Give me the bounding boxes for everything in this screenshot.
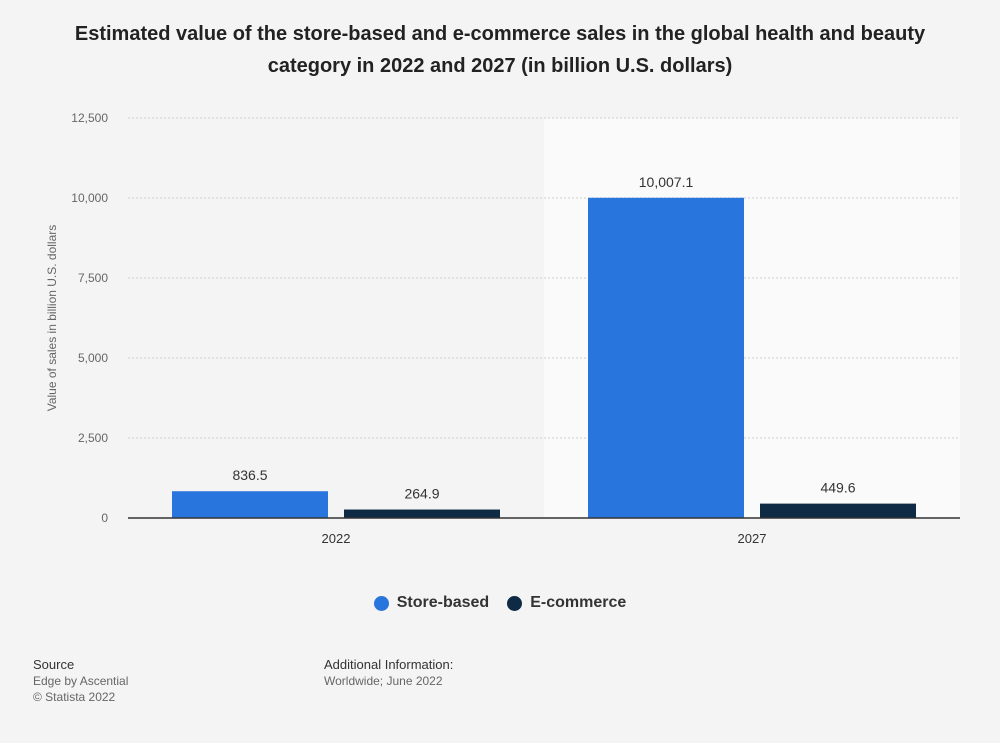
legend-label-e-commerce: E-commerce [530, 594, 627, 611]
bar-e-commerce-2027[interactable] [760, 503, 916, 518]
source-line-2: © Statista 2022 [33, 690, 116, 704]
legend-label-store-based: Store-based [396, 594, 490, 611]
legend-swatch-e-commerce [507, 595, 523, 611]
bar-chart: 0 2,500 5,000 7,500 10,000 12,500 Value of sal… [45, 111, 960, 546]
x-tick-label: 2027 [738, 531, 767, 546]
data-label: 836.5 [232, 467, 267, 483]
legend-item-store-based[interactable]: Store-based [373, 594, 490, 612]
legend-swatch-store-based [373, 595, 389, 611]
additional-info-block: Additional Information: Worldwide; June … [324, 657, 453, 689]
source-line-1[interactable]: Edge by Ascential [33, 674, 129, 688]
x-tick-label: 2022 [322, 531, 351, 546]
chart-title: Estimated value of the store-based and e… [74, 23, 926, 77]
source-heading: Source [33, 657, 75, 672]
bar-e-commerce-2022[interactable] [344, 509, 500, 518]
y-tick-label: 7,500 [78, 271, 108, 285]
legend: Store-based E-commerce [0, 594, 1000, 612]
data-label: 264.9 [404, 486, 439, 502]
y-tick-label: 12,500 [71, 111, 108, 125]
source-block: Source Edge by Ascential © Statista 2022 [33, 657, 128, 705]
data-label: 449.6 [820, 480, 855, 496]
y-tick-label: 2,500 [78, 431, 108, 445]
y-tick-label: 0 [101, 511, 108, 525]
additional-info-heading[interactable]: Additional Information: [324, 657, 454, 672]
additional-info-line-1: Worldwide; June 2022 [324, 674, 443, 688]
y-tick-label: 10,000 [71, 191, 108, 205]
y-axis-title: Value of sales in billion U.S. dollars [45, 225, 59, 412]
legend-item-e-commerce[interactable]: E-commerce [507, 594, 626, 612]
y-tick-label: 5,000 [78, 351, 108, 365]
bar-store-based-2027[interactable] [588, 197, 744, 518]
bar-store-based-2022[interactable] [172, 491, 328, 518]
data-label: 10,007.1 [639, 174, 694, 190]
